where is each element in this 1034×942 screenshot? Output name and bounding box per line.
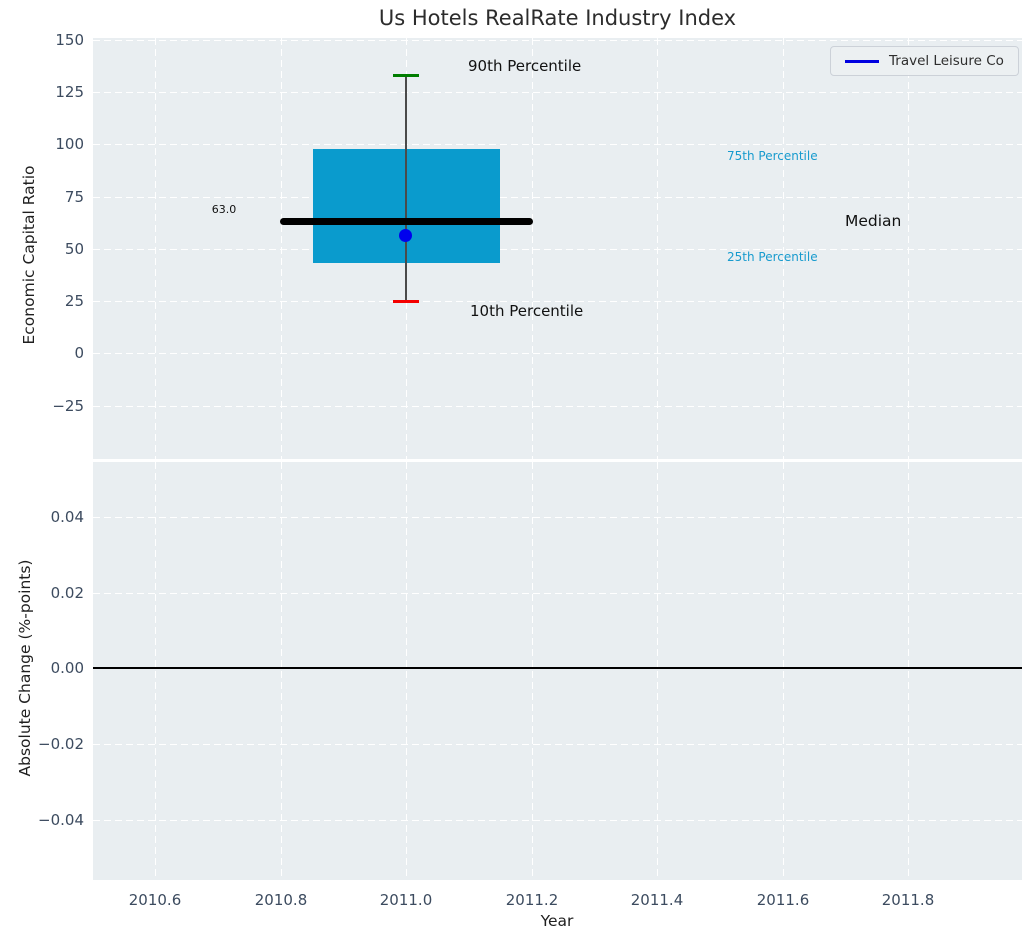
ytick-label: 0.02: [50, 584, 84, 602]
ytick-label: 150: [55, 31, 84, 49]
iqr-box: [313, 149, 500, 263]
annotation-90th-percentile: 90th Percentile: [468, 57, 582, 75]
zero-change-line: [93, 667, 1022, 669]
gridline: [93, 353, 1022, 355]
gridline: [908, 38, 910, 459]
x-axis-label: Year: [540, 912, 574, 930]
gridline: [532, 462, 534, 880]
gridline: [406, 462, 408, 880]
gridline: [93, 197, 1022, 199]
gridline: [155, 462, 157, 880]
xtick-label: 2011.0: [379, 891, 433, 909]
gridline: [281, 462, 283, 880]
xtick-label: 2011.4: [630, 891, 684, 909]
whisker-line: [405, 76, 407, 301]
bottom-plot-area: [93, 462, 1022, 880]
annotation-median: Median: [845, 212, 902, 230]
legend-box: Travel Leisure Co: [830, 46, 1019, 76]
ytick-label: −0.04: [38, 811, 84, 829]
top-y-axis-label: Economic Capital Ratio: [20, 165, 38, 345]
gridline: [93, 820, 1022, 822]
xtick-label: 2010.8: [254, 891, 308, 909]
gridline: [783, 38, 785, 459]
gridline: [532, 38, 534, 459]
legend-line-swatch: [845, 60, 879, 63]
ytick-label: 125: [55, 83, 84, 101]
annotation-10th-percentile: 10th Percentile: [470, 302, 584, 320]
gridline: [281, 38, 283, 459]
gridline: [657, 38, 659, 459]
ytick-label: 100: [55, 135, 84, 153]
xtick-label: 2010.6: [128, 891, 182, 909]
median-value-label: 63.0: [211, 203, 237, 216]
ytick-label: −25: [52, 397, 84, 415]
median-line: [280, 218, 533, 225]
ytick-label: 0.04: [50, 508, 84, 526]
ytick-label: −0.02: [38, 735, 84, 753]
gridline: [908, 462, 910, 880]
top-plot-area: 90th Percentile 10th Percentile 75th Per…: [93, 38, 1022, 459]
gridline: [93, 593, 1022, 595]
ytick-label: 50: [64, 240, 84, 258]
ytick-label: 0: [74, 344, 84, 362]
gridline: [93, 406, 1022, 408]
p90-cap: [393, 74, 419, 77]
ytick-label: 25: [64, 292, 84, 310]
gridline: [783, 462, 785, 880]
gridline: [93, 744, 1022, 746]
gridline: [93, 92, 1022, 94]
gridline: [93, 40, 1022, 42]
annotation-25th-percentile: 25th Percentile: [727, 250, 818, 264]
gridline: [657, 462, 659, 880]
gridline: [93, 517, 1022, 519]
ytick-label: 0.00: [50, 659, 84, 677]
ytick-label: 75: [64, 188, 84, 206]
legend-label: Travel Leisure Co: [889, 53, 1004, 69]
gridline: [93, 144, 1022, 146]
gridline: [93, 249, 1022, 251]
bottom-y-axis-label: Absolute Change (%-points): [16, 559, 34, 777]
p10-cap: [393, 300, 419, 303]
gridline: [93, 301, 1022, 303]
xtick-label: 2011.2: [505, 891, 559, 909]
gridline: [155, 38, 157, 459]
xtick-label: 2011.8: [881, 891, 935, 909]
company-marker-dot: [399, 229, 412, 242]
annotation-75th-percentile: 75th Percentile: [727, 149, 818, 163]
chart-title: Us Hotels RealRate Industry Index: [378, 6, 737, 30]
xtick-label: 2011.6: [756, 891, 810, 909]
